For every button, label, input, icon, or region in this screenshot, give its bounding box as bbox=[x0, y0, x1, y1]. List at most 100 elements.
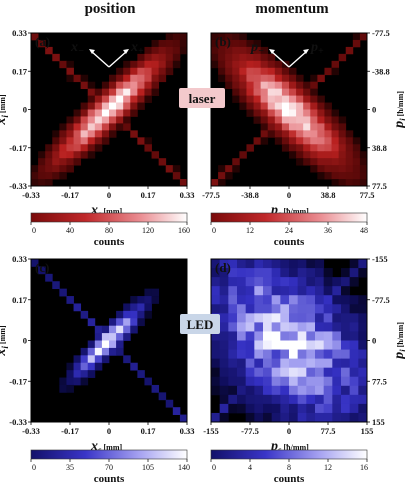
heatmap-cell bbox=[130, 130, 138, 138]
heatmap-cell bbox=[245, 340, 255, 350]
heatmap-cell bbox=[254, 331, 264, 341]
heatmap-cell bbox=[349, 259, 359, 269]
heatmap-cell bbox=[228, 268, 238, 278]
heatmap-cell bbox=[211, 376, 221, 387]
heatmap-cell bbox=[38, 165, 46, 173]
heatmap-cell bbox=[80, 130, 89, 138]
heatmap-cell bbox=[352, 144, 361, 152]
heatmap-cell bbox=[338, 151, 347, 159]
heatmap-cell bbox=[303, 88, 311, 96]
heatmap-cell bbox=[211, 412, 221, 423]
heatmap-cell bbox=[80, 74, 89, 83]
heatmap-cell bbox=[172, 46, 181, 55]
heatmap-cell bbox=[271, 403, 281, 414]
heatmap-cell bbox=[130, 102, 138, 110]
heatmap-cell bbox=[87, 123, 96, 131]
heatmap-cell bbox=[66, 60, 74, 69]
heatmap-cell bbox=[94, 102, 103, 110]
heatmap-cell bbox=[263, 340, 273, 350]
y-tick-label: 0.17 bbox=[12, 295, 28, 305]
heatmap-cell bbox=[94, 116, 103, 124]
y-axis-label: xi [mm] bbox=[0, 94, 10, 126]
heatmap-cell bbox=[267, 123, 276, 131]
heatmap-cell bbox=[130, 88, 138, 96]
heatmap-cell bbox=[254, 349, 264, 360]
heatmap-cell bbox=[116, 109, 124, 117]
heatmap-cell bbox=[306, 304, 316, 314]
heatmap-cell bbox=[332, 331, 342, 341]
heatmap-cell bbox=[246, 102, 254, 110]
heatmap-cell bbox=[254, 385, 264, 396]
heatmap-cell bbox=[94, 362, 103, 371]
heatmap-cell bbox=[315, 286, 325, 296]
heatmap-cell bbox=[116, 347, 124, 356]
heatmap-cell bbox=[73, 377, 82, 386]
heatmap-cell bbox=[144, 288, 152, 297]
panel-d: (d)-155-77.5077.5155-155-77.5077.5155ps[… bbox=[203, 254, 405, 485]
heatmap-cell bbox=[303, 144, 311, 152]
heatmap-cell bbox=[239, 95, 247, 103]
heatmap-cell bbox=[260, 67, 269, 76]
heatmap-cell bbox=[144, 67, 152, 76]
heatmap-cell bbox=[296, 109, 304, 117]
heatmap-cell bbox=[281, 109, 290, 117]
heatmap-cell bbox=[289, 102, 297, 110]
heatmap-cell bbox=[289, 403, 299, 414]
axis-arrow-symbol: p bbox=[250, 40, 258, 55]
heatmap-cell bbox=[246, 144, 254, 152]
x-axis-unit: [ħ/mm] bbox=[284, 207, 310, 216]
heatmap-cell bbox=[332, 322, 342, 332]
heatmap-cell bbox=[52, 137, 60, 145]
heatmap-cell bbox=[137, 95, 145, 103]
heatmap-cell bbox=[280, 313, 290, 323]
heatmap-cell bbox=[123, 95, 131, 103]
x-axis-unit: [mm] bbox=[104, 443, 123, 452]
heatmap-cell bbox=[317, 95, 325, 103]
heatmap-cell bbox=[165, 33, 174, 41]
heatmap-cell bbox=[306, 358, 316, 369]
heatmap-cell bbox=[254, 286, 264, 296]
heatmap-cell bbox=[232, 46, 240, 55]
x-axis-symbol: p bbox=[270, 439, 278, 454]
heatmap-cell bbox=[323, 286, 333, 296]
heatmap-cell bbox=[237, 304, 247, 314]
heatmap-cell bbox=[345, 144, 354, 152]
heatmap-cell bbox=[31, 172, 39, 180]
heatmap-cell bbox=[137, 310, 145, 319]
heatmap-cell bbox=[324, 158, 332, 166]
heatmap-cell bbox=[225, 74, 233, 83]
y-axis-unit: [mm] bbox=[0, 325, 7, 344]
heatmap-cell bbox=[38, 172, 46, 180]
heatmap-cell bbox=[87, 370, 96, 378]
heatmap-cell bbox=[349, 412, 359, 423]
heatmap-cell bbox=[352, 39, 361, 48]
heatmap-cell bbox=[130, 303, 138, 312]
heatmap-cell bbox=[218, 165, 226, 173]
heatmap-cell bbox=[137, 318, 145, 327]
heatmap-cell bbox=[237, 385, 247, 396]
heatmap-cell bbox=[280, 331, 290, 341]
arrowhead-plus bbox=[123, 49, 129, 54]
heatmap-cell bbox=[116, 116, 124, 124]
heatmap-cell bbox=[306, 394, 316, 405]
heatmap-cell bbox=[218, 46, 226, 55]
heatmap-cell bbox=[332, 367, 342, 378]
heatmap-cell bbox=[260, 88, 269, 96]
heatmap-cell bbox=[66, 144, 74, 152]
heatmap-cell bbox=[280, 385, 290, 396]
heatmap-cell bbox=[315, 403, 325, 414]
heatmap-cell bbox=[296, 151, 304, 159]
heatmap-cell bbox=[345, 130, 354, 138]
axis-arrow-symbol: x bbox=[70, 40, 78, 55]
x-tick-label: -155 bbox=[203, 426, 219, 436]
heatmap-cell bbox=[289, 67, 297, 76]
heatmap-cell bbox=[281, 144, 290, 152]
heatmap-cell bbox=[296, 130, 304, 138]
heatmap-cell bbox=[263, 331, 273, 341]
heatmap-cell bbox=[116, 340, 124, 349]
heatmap-cell bbox=[116, 81, 124, 90]
heatmap-cell bbox=[219, 403, 229, 414]
heatmap-cell bbox=[297, 268, 307, 278]
heatmap-cell bbox=[123, 303, 131, 312]
colorbar-tick-label: 160 bbox=[178, 226, 190, 235]
